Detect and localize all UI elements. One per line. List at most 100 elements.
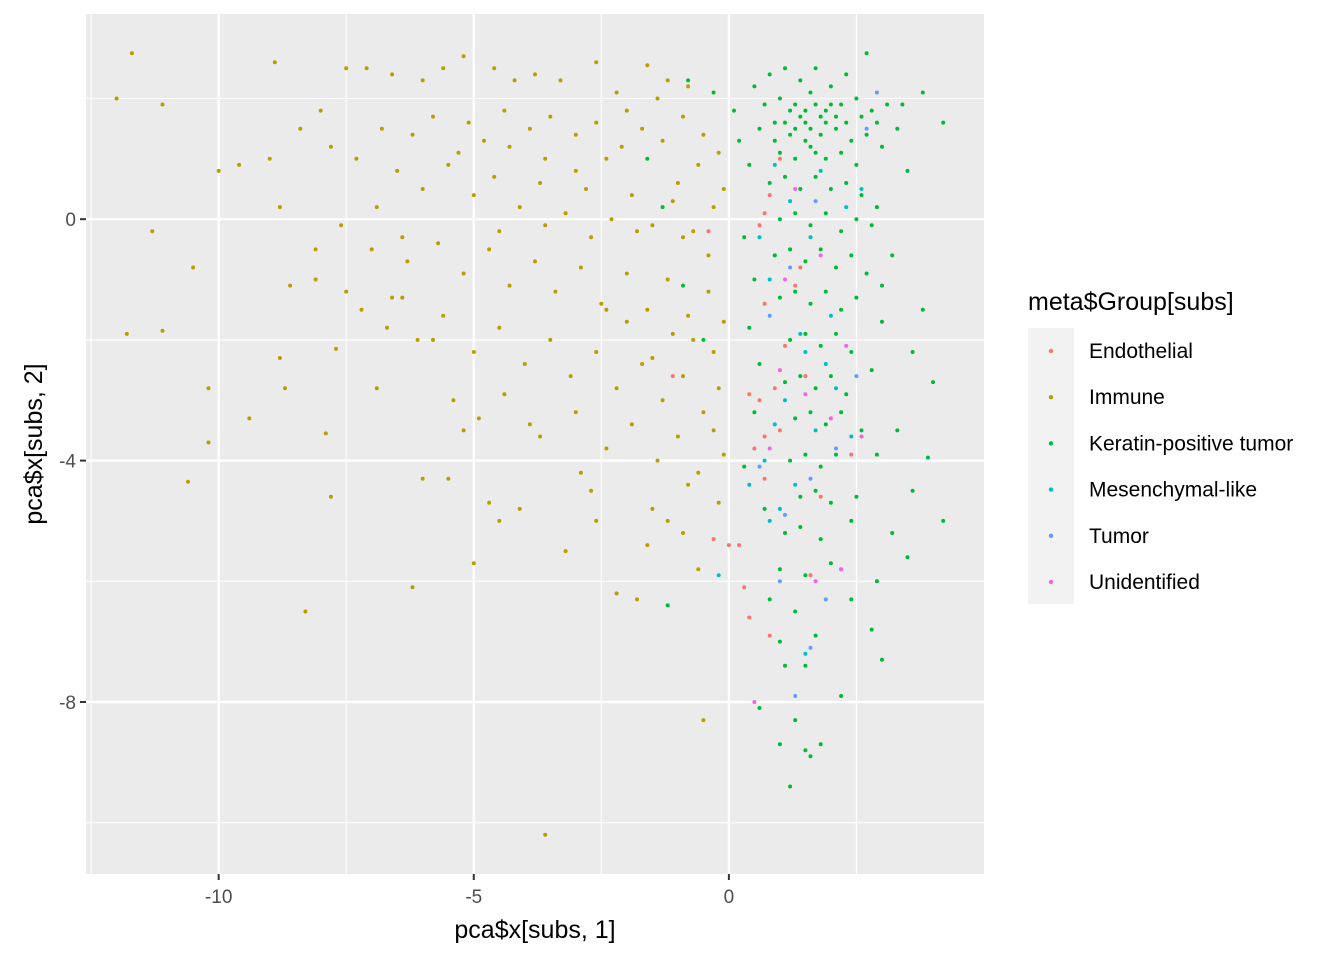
point-immune	[686, 84, 691, 89]
point-immune	[512, 78, 517, 83]
legend-key-mesenchymal-like	[1048, 487, 1054, 492]
point-keratin-positive-tumor	[793, 609, 798, 614]
point-immune	[686, 313, 691, 318]
point-keratin-positive-tumor	[910, 350, 915, 354]
point-immune	[716, 500, 721, 505]
point-keratin-positive-tumor	[854, 96, 859, 101]
point-immune	[318, 108, 323, 113]
point-keratin-positive-tumor	[803, 573, 808, 578]
point-keratin-positive-tumor	[880, 283, 884, 288]
point-mesenchymal-like	[762, 458, 767, 463]
legend-label-unidentified: Unidentified	[1089, 571, 1200, 594]
point-immune	[344, 289, 349, 294]
point-endothelial	[757, 398, 762, 403]
point-mesenchymal-like	[803, 350, 808, 354]
point-unidentified	[783, 277, 787, 282]
point-immune	[471, 193, 476, 198]
point-keratin-positive-tumor	[864, 132, 869, 137]
point-endothelial	[747, 392, 752, 397]
point-keratin-positive-tumor	[828, 374, 833, 379]
point-keratin-positive-tumor	[737, 138, 742, 143]
legend-title: meta$Group[subs]	[1028, 288, 1234, 316]
point-tumor	[793, 694, 798, 698]
point-immune	[461, 54, 466, 59]
major-gridlines	[86, 14, 984, 874]
legend: meta$Group[subs] Endothelial Immune Kerati…	[1028, 288, 1293, 604]
point-keratin-positive-tumor	[818, 247, 823, 252]
point-immune	[543, 156, 548, 161]
point-immune	[604, 307, 609, 312]
point-keratin-positive-tumor	[793, 126, 798, 131]
point-keratin-positive-tumor	[834, 331, 838, 336]
point-immune	[446, 476, 451, 481]
legend-items: Endothelial Immune Keratin-positive tumor M…	[1048, 340, 1293, 594]
point-immune	[374, 386, 379, 391]
point-keratin-positive-tumor	[793, 289, 798, 294]
point-immune	[696, 162, 701, 167]
point-immune	[681, 374, 685, 379]
point-mesenchymal-like	[793, 482, 798, 487]
point-keratin-positive-tumor	[783, 531, 787, 535]
point-immune	[364, 66, 369, 71]
point-immune	[691, 229, 696, 234]
point-keratin-positive-tumor	[747, 325, 752, 330]
point-immune	[441, 66, 446, 71]
point-mesenchymal-like	[828, 313, 833, 318]
point-immune	[614, 386, 619, 391]
point-immune	[721, 319, 726, 324]
point-keratin-positive-tumor	[839, 694, 844, 698]
point-immune	[272, 60, 277, 65]
point-keratin-positive-tumor	[747, 162, 752, 167]
point-keratin-positive-tumor	[711, 90, 716, 95]
point-immune	[385, 325, 389, 330]
y-tick-label: -8	[59, 693, 76, 714]
point-endothelial	[737, 543, 742, 548]
point-immune	[277, 356, 282, 360]
y-tick-label: -4	[59, 452, 76, 473]
point-keratin-positive-tumor	[686, 78, 691, 83]
point-keratin-positive-tumor	[849, 518, 854, 523]
point-immune	[589, 488, 594, 493]
point-keratin-positive-tumor	[808, 301, 813, 306]
point-keratin-positive-tumor	[808, 410, 813, 415]
point-immune	[379, 126, 384, 131]
point-immune	[405, 259, 410, 264]
point-unidentified	[752, 700, 757, 704]
point-immune	[400, 235, 405, 240]
legend-key-tumor	[1048, 533, 1054, 538]
point-mesenchymal-like	[783, 398, 787, 403]
point-unidentified	[803, 392, 808, 397]
legend-key-endothelial	[1048, 348, 1054, 354]
point-immune	[328, 494, 333, 499]
point-keratin-positive-tumor	[777, 150, 782, 155]
point-immune	[660, 138, 665, 143]
point-immune	[665, 78, 670, 83]
point-keratin-positive-tumor	[823, 120, 828, 125]
point-keratin-positive-tumor	[828, 84, 833, 89]
point-immune	[640, 362, 645, 366]
point-immune	[624, 319, 629, 324]
point-keratin-positive-tumor	[701, 337, 706, 342]
point-keratin-positive-tumor	[823, 289, 828, 294]
point-keratin-positive-tumor	[864, 51, 869, 56]
x-tick-label: 0	[724, 887, 735, 908]
point-tumor	[813, 199, 818, 204]
point-keratin-positive-tumor	[941, 518, 946, 523]
point-keratin-positive-tumor	[859, 428, 864, 433]
point-keratin-positive-tumor	[788, 132, 793, 137]
point-immune	[410, 585, 415, 590]
legend-label-tumor: Tumor	[1089, 525, 1149, 548]
point-keratin-positive-tumor	[859, 114, 864, 119]
point-immune	[660, 398, 665, 403]
point-keratin-positive-tumor	[910, 488, 915, 493]
axis-tick-labels: -10 -5 0 0 -4 -8	[59, 210, 734, 908]
point-keratin-positive-tumor	[818, 742, 823, 747]
point-keratin-positive-tumor	[798, 494, 803, 499]
point-mesenchymal-like	[823, 362, 828, 366]
point-keratin-positive-tumor	[777, 639, 782, 644]
point-immune	[650, 356, 655, 360]
point-keratin-positive-tumor	[808, 144, 813, 149]
point-immune	[303, 609, 308, 614]
point-keratin-positive-tumor	[869, 627, 874, 632]
point-immune	[614, 90, 619, 95]
